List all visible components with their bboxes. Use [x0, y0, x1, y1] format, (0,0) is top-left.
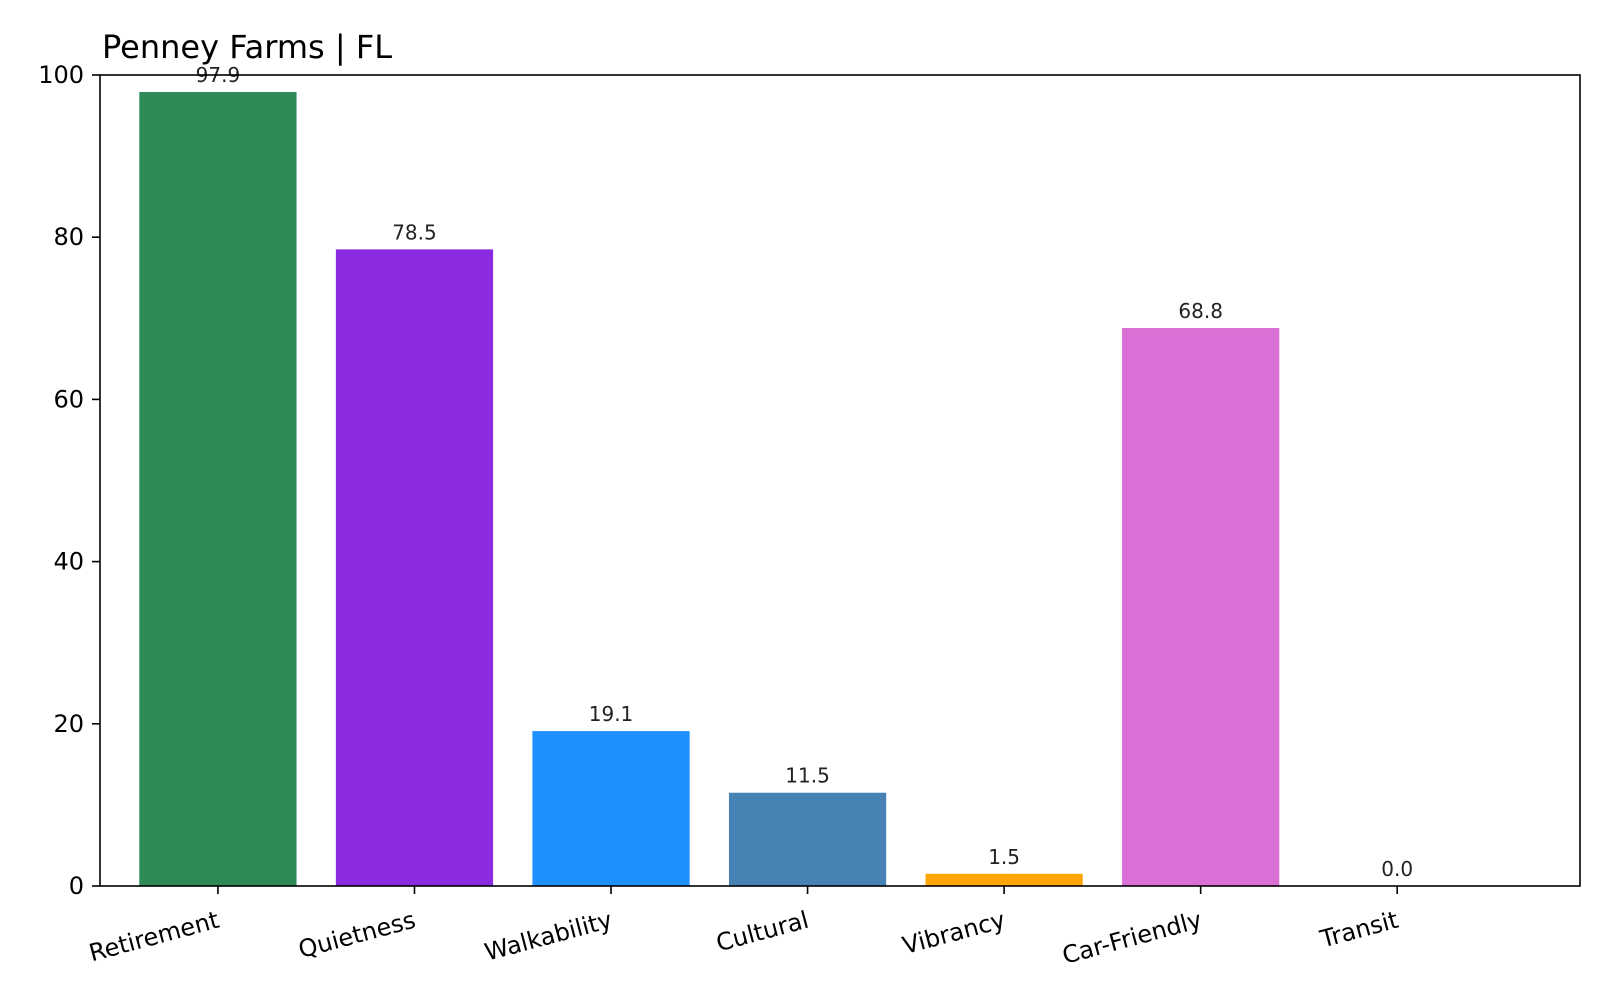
bar-cultural	[728, 792, 887, 886]
y-tick-label: 20	[53, 710, 84, 738]
y-tick-label: 0	[69, 872, 84, 900]
y-tick-label: 40	[53, 548, 84, 576]
x-tick-label: Vibrancy	[900, 906, 1009, 960]
x-axis: Retirement Quietness Walkability Cultural Vi…	[86, 886, 1401, 970]
x-tick-label: Car-Friendly	[1059, 906, 1205, 970]
y-tick-label: 80	[53, 223, 84, 251]
bar-vibrancy	[925, 873, 1083, 886]
data-label: 1.5	[988, 845, 1020, 869]
x-tick-label: Quietness	[295, 906, 418, 964]
bar-quietness	[335, 249, 494, 886]
bar-walkability	[532, 731, 690, 886]
bar-retirement	[139, 92, 297, 886]
y-axis: 0 20 40 60 80 100	[38, 61, 100, 900]
x-tick-label: Cultural	[713, 906, 812, 958]
bar-car-friendly	[1122, 328, 1280, 886]
data-label: 78.5	[392, 220, 437, 244]
y-tick-label: 60	[53, 385, 84, 413]
data-labels-layer: 97.978.519.111.51.568.80.0	[196, 63, 1413, 881]
x-tick-label: Walkability	[482, 906, 615, 967]
x-tick-label: Transit	[1316, 906, 1401, 954]
bars-layer	[139, 92, 1280, 886]
x-tick-label: Retirement	[86, 906, 222, 968]
chart-title: Penney Farms | FL	[102, 28, 392, 66]
data-label: 68.8	[1178, 299, 1223, 323]
plot-frame	[99, 74, 1581, 887]
data-label: 11.5	[785, 764, 830, 788]
data-label: 19.1	[589, 702, 634, 726]
y-tick-label: 100	[38, 61, 84, 89]
data-label: 0.0	[1381, 857, 1413, 881]
